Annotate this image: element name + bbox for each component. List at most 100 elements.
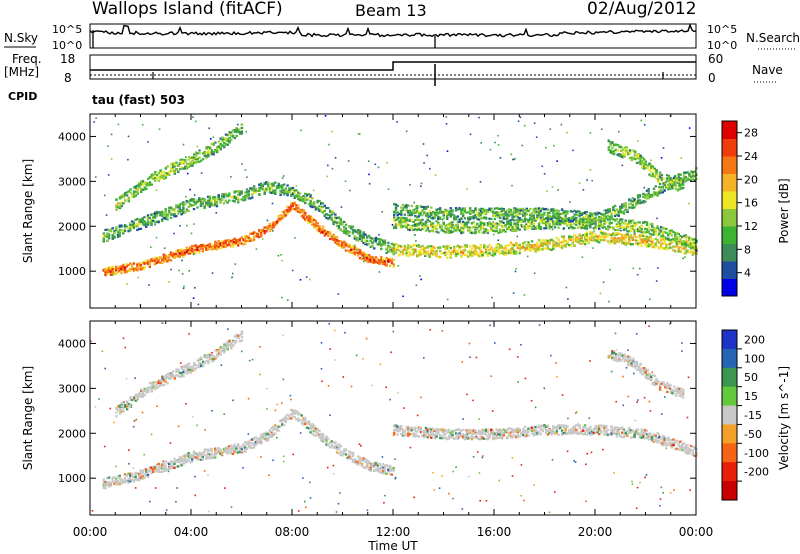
power-cell [210,142,214,145]
power-cell [223,202,225,205]
power-cell [134,218,137,221]
power-cell [196,156,199,159]
power-cell [507,251,511,254]
power-cell [284,187,288,190]
power-cell [596,235,599,238]
power-cell [465,244,468,247]
power-cell [390,262,394,265]
power-cell [251,193,254,196]
power-cell [286,192,289,195]
power-cell [251,239,254,242]
power-cell [499,157,502,159]
power-cell [624,241,627,245]
power-cell [545,241,548,245]
power-cell [403,217,406,220]
power-cell [636,221,640,224]
power-cell [515,207,518,210]
power-cell [628,240,631,243]
power-cell [529,207,532,211]
power-cell [180,209,183,212]
power-cell [353,230,356,233]
power-cell [252,238,256,241]
power-cell [139,218,143,221]
power-cell [689,179,693,182]
power-cell [228,139,231,143]
power-cell [118,266,121,269]
power-cell [624,233,627,236]
power-cell [318,199,321,202]
power-cell [560,240,564,244]
power-cell [481,224,484,227]
power-cell [194,161,198,164]
power-cell [206,195,210,198]
power-cell [447,211,451,214]
power-cell [566,221,569,224]
power-cell [488,252,491,255]
power-cell [146,216,150,219]
power-cell [615,218,619,221]
power-cell [217,246,220,249]
power-cell [348,231,351,234]
power-cell [671,184,674,187]
power-cell [651,165,655,168]
power-cell [424,220,428,223]
power-cell [642,238,645,241]
power-cell [416,205,419,208]
power-cell [376,243,379,246]
freq-trace [90,61,696,71]
power-cell [178,163,181,166]
power-cell [270,185,273,188]
power-cell [444,252,447,255]
power-cell [568,217,571,220]
power-cell [344,223,348,226]
power-cell [662,147,665,149]
power-cell [191,204,194,207]
power-cell [594,227,597,230]
power-cell [691,244,695,247]
power-cell [504,230,507,233]
power-cell [621,238,624,241]
power-cell [316,208,319,211]
power-cell [400,219,403,222]
power-cell [385,258,388,261]
power-cell [328,143,330,146]
power-cell [113,235,116,238]
power-cell [351,232,355,235]
power-cell [295,193,298,197]
power-cell [617,237,620,240]
power-cell [281,296,283,299]
power-cell [654,244,657,247]
power-cell [679,173,682,176]
power-cell [661,238,665,241]
power-cell [417,218,421,221]
power-cell [226,134,229,137]
power-cell [490,253,493,257]
power-cell [287,299,289,301]
power-cell [405,204,408,207]
power-cell [652,193,656,196]
power-cell [221,138,224,141]
power-cell [658,229,661,232]
power-cell [339,244,342,248]
power-cell [447,222,451,226]
power-cell [343,231,346,234]
power-cell [362,231,365,234]
power-cell [428,220,431,223]
power-cell [583,221,587,224]
power-cell [244,236,247,239]
power-cell [293,191,296,194]
power-cell [578,238,581,241]
power-cell [314,226,318,229]
power-cell [189,164,192,167]
power-cell [272,184,275,187]
power-cell [536,244,539,247]
power-cell [678,188,681,191]
power-cell [180,249,183,252]
power-cell [660,174,664,177]
power-cell [474,252,477,255]
power-cell [603,237,606,240]
power-cell [569,223,573,226]
power-cell [123,225,127,228]
power-cell [187,165,191,169]
power-cell [191,245,194,248]
